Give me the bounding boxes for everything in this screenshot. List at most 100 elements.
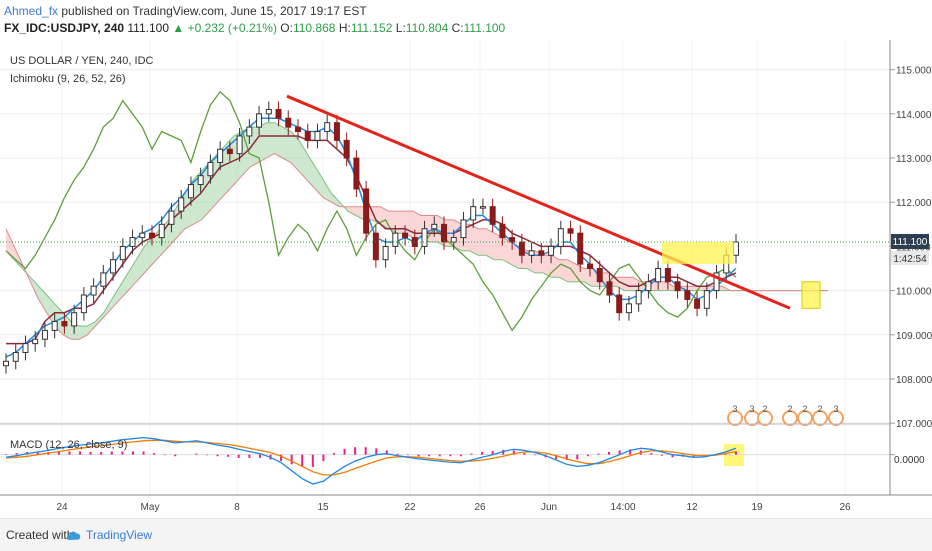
candle-body [645,281,652,292]
candle-body [402,232,409,239]
candle-body [226,148,233,155]
cloud-segment [469,224,479,256]
cloud-segment [689,286,698,291]
candle-body [372,232,379,261]
macd-legend: MACD (12, 26, close, 9) [10,439,127,451]
marker-label: 2 [817,404,822,414]
candle-body [314,131,321,141]
cloud-segment [372,206,381,225]
cloud-segment [551,255,560,278]
candle-body [450,237,457,243]
marker-badge [727,410,743,426]
candle-body [382,245,389,261]
cloud-segment [128,259,137,291]
cloud-segment [111,286,120,309]
cloud-segment [119,272,129,300]
candle-body [333,122,340,141]
candle-body [139,232,146,239]
candle-body [664,268,671,283]
cloud-segment [307,153,316,189]
candle-body [470,206,477,221]
macd-zero-label: 0.0000 [894,455,925,466]
candle-body [479,206,486,209]
candle-body [703,290,710,309]
cloud-segment [478,228,487,256]
candle-body [90,285,97,296]
publish-info: Ahmed_fx published on TradingView.com, J… [4,3,367,19]
x-tick-label: 8 [234,502,240,513]
candle-body [41,329,48,340]
x-tick-label: 26 [474,502,486,513]
candle-body [149,232,155,239]
chart-title: US DOLLAR / YEN, 240, IDC [10,55,154,67]
marker-label: 2 [762,404,767,414]
cloud-segment [103,299,112,318]
candle-body [110,259,117,274]
highlight-box [662,242,734,265]
candle-body [557,228,564,247]
last-price: 111.100 [127,21,169,35]
cloud-segment [38,286,47,313]
candle-body [236,135,243,155]
cloud-segment [315,166,324,198]
macd-pane [0,436,895,485]
y-tick-label: 115.000 [896,66,932,77]
symbol-line: FX_IDC:USDJPY, 240 111.100 ▲ +0.232 (+0.… [4,20,505,36]
candle-body [275,108,282,119]
candle-body [187,184,194,199]
candle-body [567,228,574,234]
cloud-segment [144,237,153,273]
candle-body [518,241,525,256]
author-link[interactable]: Ahmed_fx [4,4,59,18]
trendline [286,94,791,310]
candle-body [168,210,175,225]
x-tick-label: Jun [541,502,557,513]
candle-body [587,263,593,270]
candle-body [538,250,545,256]
y-tick-label: 113.000 [896,154,932,165]
cloud-segment [46,295,55,326]
y-tick-label: 112.000 [896,198,932,209]
cloud-segment [274,122,283,159]
close-label: C: [451,21,464,35]
candle-body [207,161,214,177]
candle-body [119,245,126,261]
low-label: L: [395,21,406,35]
x-tick-label: 15 [317,502,329,513]
candlesticks [3,101,739,374]
candle-body [363,188,370,234]
x-tick-label: May [141,502,160,513]
cloud-segment [486,228,495,260]
cloud-segment [290,131,299,172]
tradingview-brand[interactable]: TradingView [86,528,153,542]
created-with: Created with [6,528,74,542]
cloud-segment [266,122,275,159]
cloud-segment [396,211,405,234]
candle-body [265,108,272,115]
marker-label: 3 [732,404,737,414]
price-tag-label: 111.100 [893,237,928,248]
cloud-segment [136,246,145,282]
candle-body [606,281,613,296]
y-tick-label: 114.000 [896,110,932,121]
cloud-segment [494,233,503,260]
candle-body [178,197,185,212]
countdown-label: 1:42:54 [893,254,927,265]
candle-body [304,131,311,141]
cloud-segment [559,259,568,282]
price-change: ▲ +0.232 (+0.21%) [172,21,277,35]
marker-label: 2 [787,404,792,414]
ichimoku-cloud [5,122,828,340]
open-value: 110.868 [292,21,336,35]
candle-body [217,148,224,163]
ichimoku-legend: Ichimoku (9, 26, 52, 26) [10,73,126,85]
highlight-box-future [801,281,821,309]
candle-body [684,290,691,300]
low-value: 110.804 [405,21,449,35]
candle-body [100,272,107,287]
open-label: O: [280,21,293,35]
x-tick-label: 14:00 [610,502,635,513]
candle-body [577,232,584,265]
candle-body [548,245,555,256]
